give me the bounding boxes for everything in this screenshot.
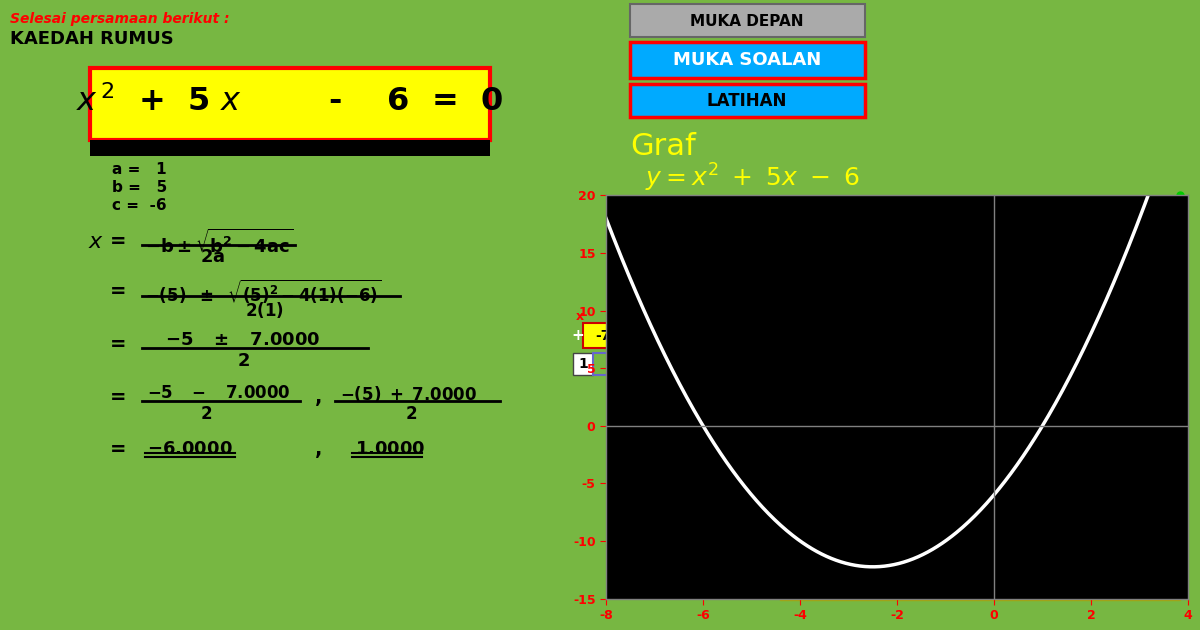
Text: Selesai persamaan berikut :: Selesai persamaan berikut : xyxy=(10,12,229,26)
Text: $\mathbf{-6.0000}$: $\mathbf{-6.0000}$ xyxy=(148,440,233,458)
Bar xyxy=(780,574,1180,600)
Text: $\mathbf{-(5) \ + \ 7.0000}$: $\mathbf{-(5) \ + \ 7.0000}$ xyxy=(340,384,478,404)
Text: $\mathbf{2}$: $\mathbf{2}$ xyxy=(200,405,212,423)
Text: LATIHAN: LATIHAN xyxy=(707,92,787,110)
Bar xyxy=(630,4,865,37)
Text: $\mathbf{1.0000}$: $\mathbf{1.0000}$ xyxy=(355,440,426,458)
Text: =: = xyxy=(110,335,126,354)
Text: +: + xyxy=(571,328,583,343)
Text: c =  -6: c = -6 xyxy=(112,198,167,213)
Text: a =   1: a = 1 xyxy=(112,162,167,177)
Text: $\mathbf{2(1)}$: $\mathbf{2(1)}$ xyxy=(245,300,284,320)
Bar xyxy=(90,140,490,156)
Text: ,: , xyxy=(314,388,323,407)
Text: ,: , xyxy=(314,440,323,459)
Text: 1: 1 xyxy=(578,357,588,371)
Text: =: = xyxy=(110,440,126,459)
Text: MUKA DEPAN: MUKA DEPAN xyxy=(690,13,804,28)
Text: $\mathbf{2a}$: $\mathbf{2a}$ xyxy=(200,248,226,266)
Text: KAEDAH RUMUS: KAEDAH RUMUS xyxy=(10,30,174,48)
Bar xyxy=(90,68,490,140)
Bar xyxy=(630,84,865,117)
Text: =: = xyxy=(110,232,126,251)
Text: $\mathbf{2}$: $\mathbf{2}$ xyxy=(406,405,418,423)
Text: $\mathbf{- (5) \ \ \pm \ \ \sqrt{(5)^2 - 4(1)(-6)}}$: $\mathbf{- (5) \ \ \pm \ \ \sqrt{(5)^2 -… xyxy=(145,278,382,306)
Text: $\mathbf{2}$: $\mathbf{2}$ xyxy=(238,352,250,370)
Text: -7: -7 xyxy=(595,329,611,343)
Bar xyxy=(574,353,593,375)
Text: MUKA SOALAN: MUKA SOALAN xyxy=(673,51,821,69)
Text: =: = xyxy=(110,388,126,407)
Text: b =   5: b = 5 xyxy=(112,180,167,195)
Text: $\mathbf{-5 \quad \pm \quad 7.0000}$: $\mathbf{-5 \quad \pm \quad 7.0000}$ xyxy=(166,331,320,349)
Text: $\mathit{x}^{\,2}$  +  5 $\mathit{x}$        -    6  =  0: $\mathit{x}^{\,2}$ + 5 $\mathit{x}$ - 6 … xyxy=(77,86,504,118)
Bar xyxy=(630,42,865,78)
Bar xyxy=(593,353,623,375)
Text: $\mathit{x}$: $\mathit{x}$ xyxy=(88,232,104,252)
Text: $\mathbf{-b \pm \sqrt{b^2 - 4ac}}$: $\mathbf{-b \pm \sqrt{b^2 - 4ac}}$ xyxy=(145,228,294,256)
Text: $\mathit{y = x^{2} \ + \ 5x \ - \ 6}$: $\mathit{y = x^{2} \ + \ 5x \ - \ 6}$ xyxy=(646,162,860,194)
Text: =: = xyxy=(110,282,126,301)
Text: Graf: Graf xyxy=(630,132,696,161)
Text: $\mathbf{-5 \quad - \quad 7.0000}$: $\mathbf{-5 \quad - \quad 7.0000}$ xyxy=(148,384,290,402)
Text: x: x xyxy=(576,310,584,323)
Bar xyxy=(583,323,623,348)
Text: Persilangan graf dengan paksi x adalah: Persilangan graf dengan paksi x adalah xyxy=(840,580,1120,593)
